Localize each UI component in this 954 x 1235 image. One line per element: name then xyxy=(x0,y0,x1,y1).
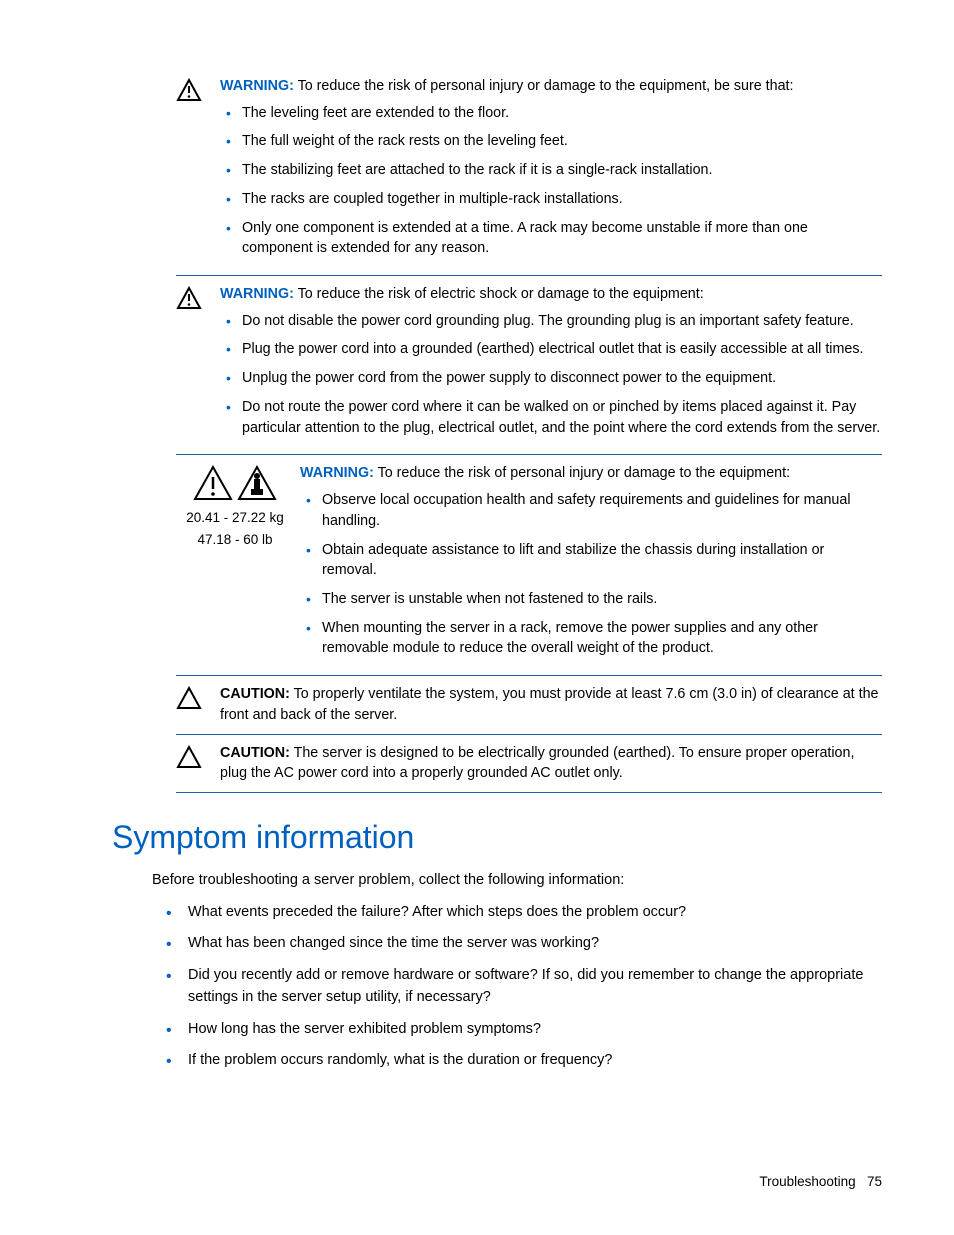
caution-triangle-icon xyxy=(176,745,202,769)
section-intro: Before troubleshooting a server problem,… xyxy=(152,870,882,892)
section-title: Symptom information xyxy=(112,819,882,856)
warning-block-2: WARNING: To reduce the risk of electric … xyxy=(176,276,882,455)
footer-page-number: 75 xyxy=(867,1174,882,1189)
section-list: What events preceded the failure? After … xyxy=(188,902,882,1073)
caution-body-1: CAUTION: To properly ventilate the syste… xyxy=(220,684,882,725)
warning-body-2: WARNING: To reduce the risk of electric … xyxy=(220,284,882,446)
list-item: The leveling feet are extended to the fl… xyxy=(242,103,882,124)
weight-warning-block: 20.41 - 27.22 kg 47.18 - 60 lb WARNING: … xyxy=(176,455,882,676)
warning-intro: To reduce the risk of personal injury or… xyxy=(378,465,790,481)
caution-block-1: CAUTION: To properly ventilate the syste… xyxy=(176,676,882,734)
caution-label: CAUTION: xyxy=(220,686,290,702)
footer-chapter: Troubleshooting xyxy=(759,1174,855,1189)
warning-triangle-icon xyxy=(193,465,233,501)
caution-body-2: CAUTION: The server is designed to be el… xyxy=(220,743,882,784)
warning-2-list: Do not disable the power cord grounding … xyxy=(220,311,882,439)
warning-intro: To reduce the risk of personal injury or… xyxy=(298,78,794,94)
page-footer: Troubleshooting 75 xyxy=(759,1174,882,1189)
warning-block-1: WARNING: To reduce the risk of personal … xyxy=(176,76,882,276)
caution-text: The server is designed to be electricall… xyxy=(220,745,854,782)
list-item: Plug the power cord into a grounded (ear… xyxy=(242,339,882,360)
warning-intro: To reduce the risk of electric shock or … xyxy=(298,286,704,302)
list-item: How long has the server exhibited proble… xyxy=(188,1019,882,1041)
list-item: Do not disable the power cord grounding … xyxy=(242,311,882,332)
list-item: What has been changed since the time the… xyxy=(188,933,882,955)
caution-icon-col xyxy=(176,743,220,769)
warning-icon-col xyxy=(176,284,220,310)
warning-triangle-icon xyxy=(176,78,202,102)
warning-label: WARNING: xyxy=(300,465,374,481)
list-item: When mounting the server in a rack, remo… xyxy=(322,618,882,659)
list-item: What events preceded the failure? After … xyxy=(188,902,882,924)
weight-lb-text: 47.18 - 60 lb xyxy=(176,529,294,551)
list-item: The server is unstable when not fastened… xyxy=(322,589,882,610)
warning-1-list: The leveling feet are extended to the fl… xyxy=(220,103,882,259)
warning-body-1: WARNING: To reduce the risk of personal … xyxy=(220,76,882,267)
page-content: WARNING: To reduce the risk of personal … xyxy=(0,0,954,1072)
lifting-person-icon xyxy=(237,465,277,501)
weight-warning-list: Observe local occupation health and safe… xyxy=(300,490,882,659)
weight-icons-row xyxy=(176,465,294,501)
list-item: If the problem occurs randomly, what is … xyxy=(188,1050,882,1072)
caution-label: CAUTION: xyxy=(220,745,290,761)
caution-text: To properly ventilate the system, you mu… xyxy=(220,686,878,723)
warning-triangle-icon xyxy=(176,286,202,310)
list-item: The full weight of the rack rests on the… xyxy=(242,131,882,152)
weight-kg-text: 20.41 - 27.22 kg xyxy=(176,507,294,529)
list-item: Obtain adequate assistance to lift and s… xyxy=(322,540,882,581)
caution-block-2: CAUTION: The server is designed to be el… xyxy=(176,735,882,793)
list-item: Observe local occupation health and safe… xyxy=(322,490,882,531)
list-item: The racks are coupled together in multip… xyxy=(242,189,882,210)
list-item: Only one component is extended at a time… xyxy=(242,218,882,259)
list-item: The stabilizing feet are attached to the… xyxy=(242,160,882,181)
warning-label: WARNING: xyxy=(220,78,294,94)
list-item: Unplug the power cord from the power sup… xyxy=(242,368,882,389)
warning-label: WARNING: xyxy=(220,286,294,302)
caution-icon-col xyxy=(176,684,220,710)
caution-triangle-icon xyxy=(176,686,202,710)
weight-warning-body: WARNING: To reduce the risk of personal … xyxy=(294,463,882,667)
list-item: Did you recently add or remove hardware … xyxy=(188,965,882,1009)
list-item: Do not route the power cord where it can… xyxy=(242,397,882,438)
warning-icon-col xyxy=(176,76,220,102)
weight-icon-col: 20.41 - 27.22 kg 47.18 - 60 lb xyxy=(176,463,294,550)
